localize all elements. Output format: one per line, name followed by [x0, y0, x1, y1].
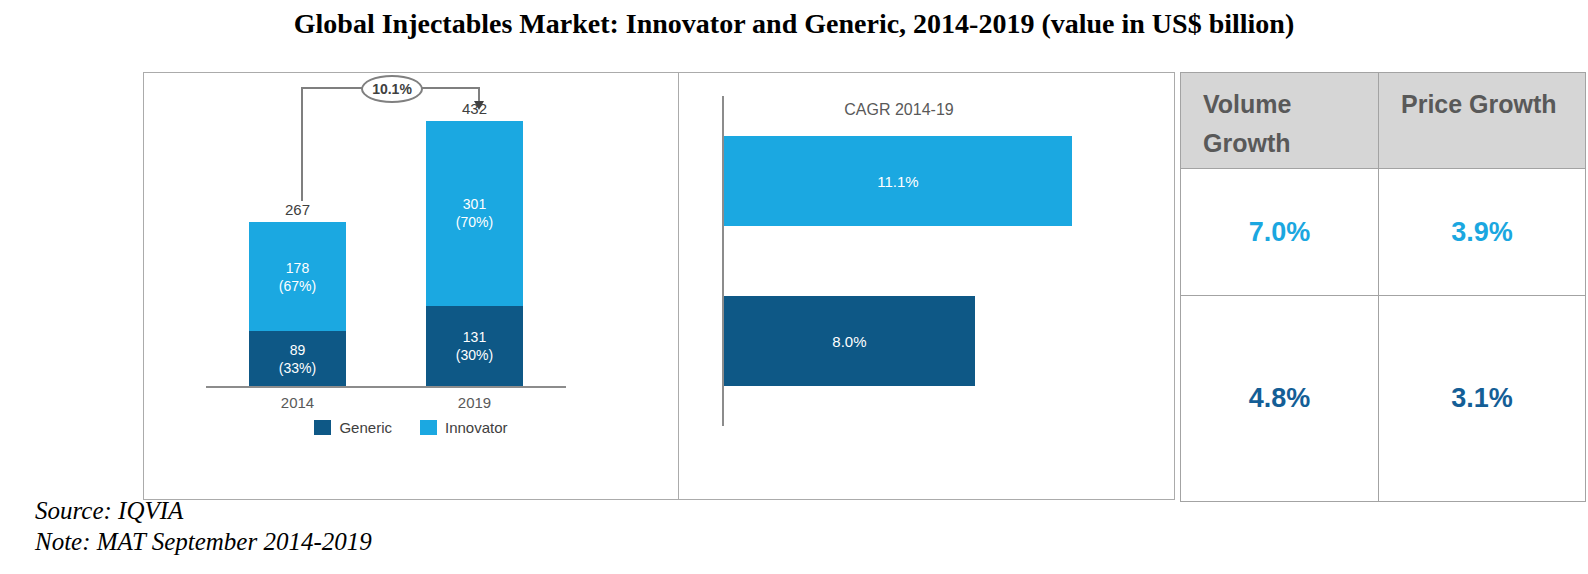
- legend-label: Generic: [339, 419, 392, 436]
- bar-segment-2014-generic: 89 (33%): [249, 331, 346, 386]
- x-tick-2019: 2019: [426, 394, 523, 411]
- segment-value: 301: [463, 195, 486, 213]
- note-line: Note: MAT September 2014-2019: [35, 527, 372, 558]
- table-cell-volume-row2: 4.8%: [1181, 296, 1379, 501]
- x-axis-line: [206, 386, 566, 388]
- source-note: Source: IQVIA Note: MAT September 2014-2…: [35, 496, 372, 557]
- total-label-2014: 267: [249, 201, 346, 218]
- bar-segment-2019-generic: 131 (30%): [426, 306, 523, 386]
- legend-item-generic: Generic: [314, 419, 392, 436]
- cagr-bar-chart-panel: CAGR 2014-19 11.1% 8.0%: [678, 72, 1175, 500]
- legend: Generic Innovator: [144, 419, 678, 436]
- x-tick-2014: 2014: [249, 394, 346, 411]
- injectables-market-figure: Global Injectables Market: Innovator and…: [0, 0, 1588, 574]
- column-header-price-growth: Price Growth: [1379, 73, 1585, 169]
- bar-segment-2019-innovator: 301 (70%): [426, 121, 523, 306]
- innovator-swatch-icon: [420, 420, 437, 435]
- cagr-annotation-badge: 10.1%: [361, 75, 423, 103]
- bar-label: 8.0%: [832, 333, 866, 350]
- segment-pct: (33%): [279, 359, 316, 377]
- segment-value: 89: [290, 341, 306, 359]
- source-line: Source: IQVIA: [35, 496, 372, 527]
- bar-segment-2014-innovator: 178 (67%): [249, 222, 346, 331]
- segment-value: 131: [463, 328, 486, 346]
- bar-label: 11.1%: [877, 173, 918, 190]
- generic-swatch-icon: [314, 420, 331, 435]
- segment-pct: (70%): [456, 213, 493, 231]
- segment-pct: (30%): [456, 346, 493, 364]
- stacked-column-chart-panel: 10.1% 267 432 178 (67%) 89 (33%) 301 (70…: [143, 72, 679, 500]
- segment-pct: (67%): [279, 277, 316, 295]
- table-cell-price-row2: 3.1%: [1379, 296, 1585, 501]
- table-cell-volume-row1: 7.0%: [1181, 169, 1379, 296]
- cagr-bar-innovator: 11.1%: [724, 136, 1072, 226]
- cagr-chart-title: CAGR 2014-19: [725, 101, 1073, 119]
- legend-label: Innovator: [445, 419, 508, 436]
- legend-item-innovator: Innovator: [420, 419, 508, 436]
- page-title: Global Injectables Market: Innovator and…: [0, 8, 1588, 40]
- column-header-volume-growth: Volume Growth: [1181, 73, 1379, 169]
- growth-table: Volume Growth Price Growth 7.0% 3.9% 4.8…: [1180, 72, 1586, 502]
- table-cell-price-row1: 3.9%: [1379, 169, 1585, 296]
- cagr-connector-vertical: [301, 87, 303, 201]
- total-label-2019: 432: [426, 100, 523, 117]
- segment-value: 178: [286, 259, 309, 277]
- cagr-bar-generic: 8.0%: [724, 296, 975, 386]
